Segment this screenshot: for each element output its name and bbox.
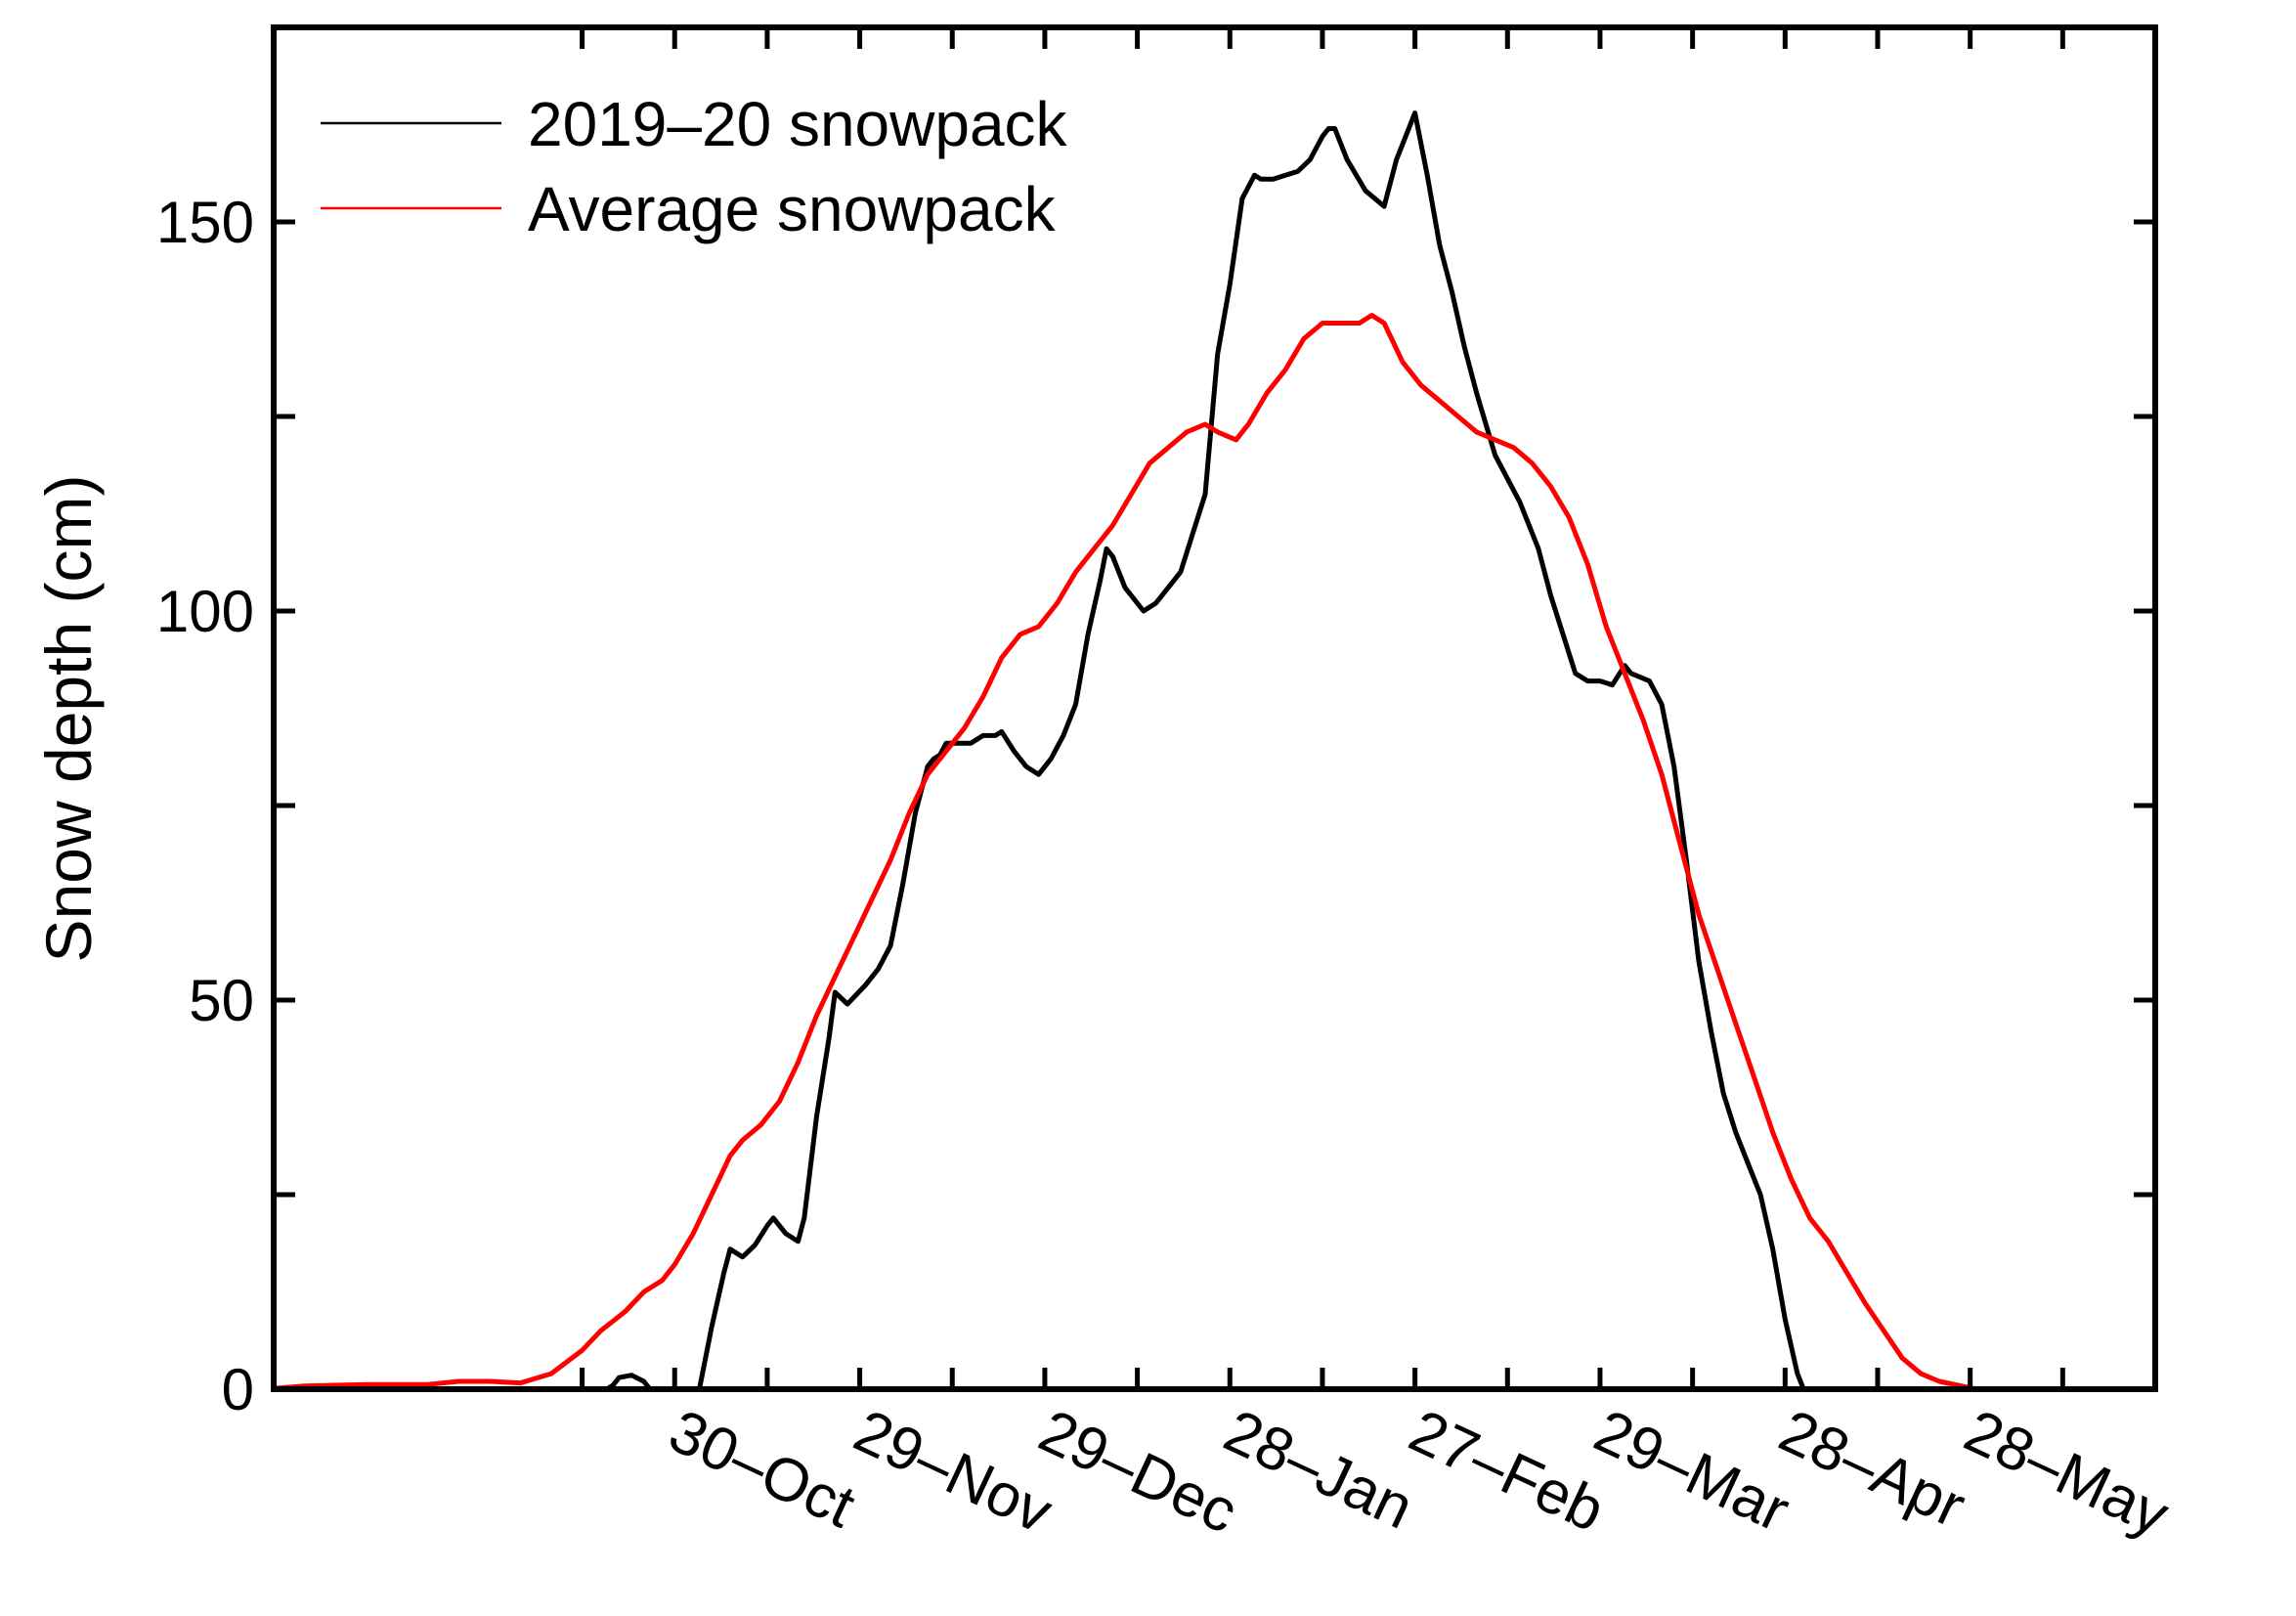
- y-tick-label: 100: [156, 579, 254, 644]
- x-tick-label: 30–Oct: [659, 1397, 864, 1541]
- plot-frame: [271, 24, 2158, 1392]
- x-tick-label: 29–Nov: [845, 1397, 1062, 1547]
- series-line-1: [271, 313, 2035, 1392]
- x-tick-label: 28–Apr: [1769, 1397, 1974, 1541]
- legend-label-series-0: 2019–20 snowpack: [528, 89, 1068, 159]
- legend: 2019–20 snowpack Average snowpack: [321, 89, 1068, 244]
- x-tick-label: 27–Feb: [1400, 1397, 1615, 1545]
- x-tick-label: 29–Mar: [1584, 1397, 1799, 1545]
- plot-area: [271, 110, 2035, 1392]
- y-tick-label: 50: [189, 968, 254, 1033]
- y-tick-label: 150: [156, 190, 254, 255]
- x-tick-label: 28–May: [1955, 1397, 2179, 1550]
- y-axis-label: Snow depth (cm): [32, 475, 105, 963]
- series-layer: [271, 110, 2035, 1392]
- series-line-0: [548, 110, 1813, 1392]
- legend-label-series-1: Average snowpack: [528, 174, 1057, 244]
- x-tick-label: 28–Jan: [1214, 1397, 1423, 1543]
- x-tick-label: 29–Dec: [1029, 1397, 1247, 1547]
- y-tick-label: 0: [222, 1357, 254, 1422]
